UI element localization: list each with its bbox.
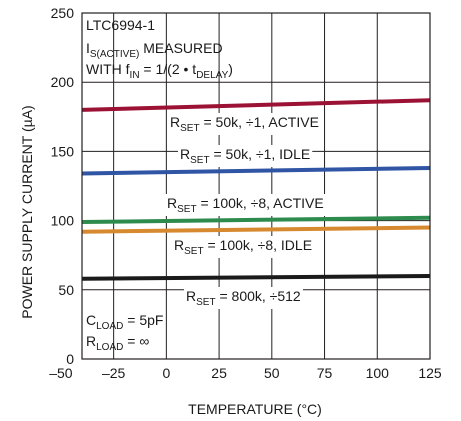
y-tick-label: 150 bbox=[51, 143, 75, 159]
series-label: RSET = 50k, ÷1, ACTIVE bbox=[170, 114, 319, 134]
series-label-background bbox=[168, 113, 321, 135]
x-tick-label: 0 bbox=[162, 365, 170, 381]
annotation-fin: WITH fIN = 1/(2 • tDELAY) bbox=[86, 61, 233, 81]
plot-frame bbox=[81, 12, 431, 360]
series-label-background bbox=[178, 145, 313, 167]
x-tick-label: –25 bbox=[102, 365, 126, 381]
x-axis-title: TEMPERATURE (°C) bbox=[188, 401, 322, 417]
series-line bbox=[81, 225, 431, 234]
y-tick-label: 0 bbox=[66, 351, 74, 367]
series-label: RSET = 100k, ÷8, IDLE bbox=[174, 237, 312, 257]
tick-labels: –50 –25 0 25 50 75 100 125 0 50 100 150 200 250 bbox=[49, 5, 442, 381]
series-label-background bbox=[184, 287, 303, 309]
series-label: RSET = 50k, ÷1, IDLE bbox=[180, 146, 310, 166]
series-line bbox=[81, 215, 431, 224]
x-tick-label: 75 bbox=[317, 365, 333, 381]
series-label: RSET = 100k, ÷8, ACTIVE bbox=[167, 195, 324, 215]
annotation-cload: CLOAD = 5pF bbox=[86, 312, 163, 332]
y-tick-label: 200 bbox=[51, 74, 75, 90]
annotation-rload: RLOAD = ∞ bbox=[86, 333, 149, 353]
x-tick-label: –50 bbox=[49, 365, 73, 381]
series-line bbox=[81, 98, 431, 112]
x-tick-label: 50 bbox=[264, 365, 280, 381]
series-line bbox=[81, 274, 431, 281]
series-label: RSET = 800k, ÷512 bbox=[186, 288, 301, 308]
x-tick-label: 125 bbox=[418, 365, 442, 381]
annotation-device: LTC6994-1 bbox=[86, 17, 155, 33]
y-tick-label: 50 bbox=[58, 282, 74, 298]
series-label-background bbox=[172, 236, 315, 258]
series-lines bbox=[81, 98, 431, 281]
y-tick-label: 100 bbox=[51, 213, 75, 229]
y-axis-title: POWER SUPPLY CURRENT (µA) bbox=[19, 105, 35, 318]
annotation-measured: IS(ACTIVE) MEASURED bbox=[86, 40, 223, 60]
series-line bbox=[81, 166, 431, 176]
x-tick-label: 25 bbox=[211, 365, 227, 381]
series-label-background bbox=[165, 194, 326, 216]
y-tick-label: 250 bbox=[51, 5, 75, 21]
x-tick-label: 100 bbox=[366, 365, 390, 381]
series-labels: RSET = 50k, ÷1, ACTIVE RSET = 50k, ÷1, ID… bbox=[165, 113, 326, 309]
